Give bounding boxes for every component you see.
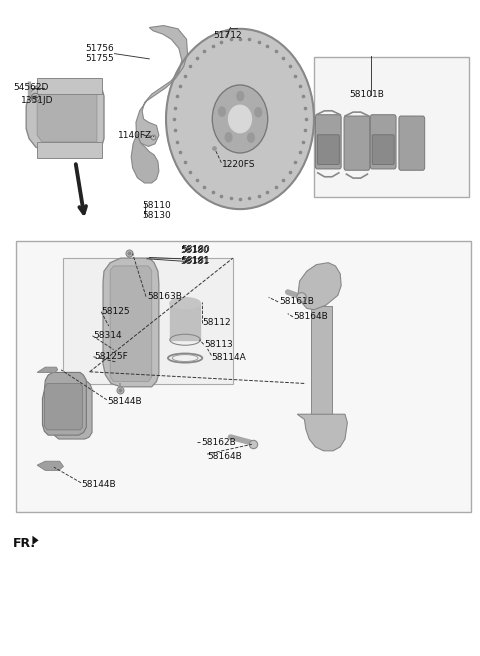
Text: 58101B: 58101B [350,90,384,98]
Bar [311,306,332,414]
FancyBboxPatch shape [344,116,370,171]
Text: 1351JD: 1351JD [21,96,53,105]
Text: 58112: 58112 [202,318,230,327]
Text: FR.: FR. [13,537,36,550]
Text: 58125F: 58125F [95,352,128,361]
Text: 58161B: 58161B [279,297,314,306]
Bar [63,258,233,384]
Text: 1140FZ: 1140FZ [118,131,153,140]
Polygon shape [103,258,159,387]
Text: 58180
58181: 58180 58181 [182,245,211,264]
Text: 58110
58130: 58110 58130 [142,201,171,220]
Polygon shape [26,83,104,150]
Text: 58164B: 58164B [207,451,242,461]
Text: 58125: 58125 [102,307,130,316]
Polygon shape [136,26,188,146]
Text: 58163B: 58163B [147,292,182,301]
Ellipse shape [212,85,268,153]
Text: 54562D: 54562D [13,83,48,92]
Text: 58144B: 58144B [82,480,116,489]
Text: 51712: 51712 [214,31,242,40]
Text: 58314: 58314 [93,331,121,340]
Circle shape [255,108,262,117]
Text: 58164B: 58164B [293,312,328,321]
Polygon shape [33,536,38,545]
Bar [16,241,471,512]
Ellipse shape [166,29,314,209]
Ellipse shape [170,298,200,309]
FancyBboxPatch shape [370,115,396,169]
Ellipse shape [228,105,252,133]
Bar [37,78,102,94]
Text: 58114A: 58114A [211,353,246,362]
FancyBboxPatch shape [317,135,339,165]
Circle shape [237,92,244,100]
Circle shape [225,133,232,142]
Polygon shape [37,461,63,470]
Polygon shape [37,367,58,373]
Polygon shape [110,266,152,382]
Text: 58180
58181: 58180 58181 [180,247,209,266]
Circle shape [218,107,225,116]
Polygon shape [53,382,92,439]
Polygon shape [44,384,83,430]
Text: 58113: 58113 [204,340,233,349]
Text: 51756
51755: 51756 51755 [85,44,114,64]
Polygon shape [131,134,159,183]
Text: 58144B: 58144B [108,397,142,405]
FancyBboxPatch shape [399,116,425,171]
Polygon shape [298,262,341,310]
Bar [314,57,469,197]
FancyBboxPatch shape [372,135,394,165]
Bar [170,303,200,340]
Polygon shape [297,414,348,451]
FancyBboxPatch shape [315,115,341,169]
Bar [37,142,102,158]
Circle shape [248,133,254,142]
Text: 58162B: 58162B [201,438,236,447]
Polygon shape [37,92,97,142]
Polygon shape [42,373,86,435]
Text: 1220FS: 1220FS [222,160,255,169]
